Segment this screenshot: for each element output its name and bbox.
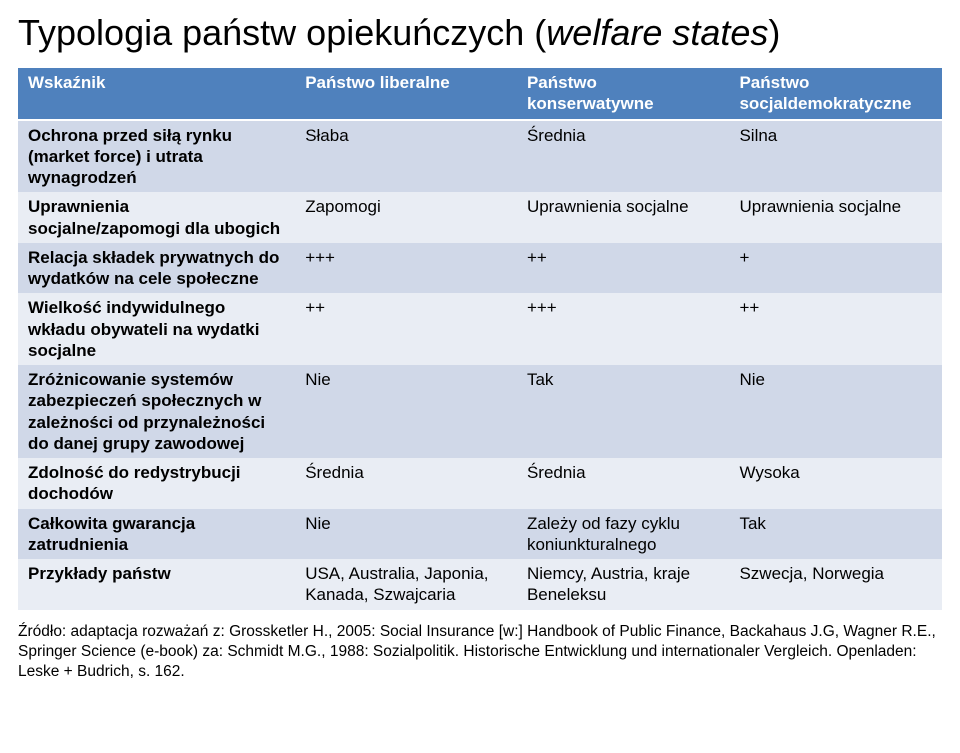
cell: Niemcy, Austria, kraje Beneleksu bbox=[517, 559, 730, 610]
cell: ++ bbox=[295, 293, 517, 365]
table-header-row: Wskaźnik Państwo liberalne Państwo konse… bbox=[18, 68, 942, 120]
col-header: Wskaźnik bbox=[18, 68, 295, 120]
title-text-italic: welfare states bbox=[546, 12, 768, 53]
table-row: Ochrona przed siłą rynku (market force) … bbox=[18, 120, 942, 193]
welfare-typology-table: Wskaźnik Państwo liberalne Państwo konse… bbox=[18, 68, 942, 610]
cell: Nie bbox=[729, 365, 942, 458]
title-text-plain: Typologia państw opiekuńczych ( bbox=[18, 12, 546, 53]
table-row: Całkowita gwarancja zatrudnienia Nie Zal… bbox=[18, 509, 942, 560]
page-title: Typologia państw opiekuńczych (welfare s… bbox=[18, 12, 942, 54]
table-row: Relacja składek prywatnych do wydatków n… bbox=[18, 243, 942, 294]
cell: Zależy od fazy cyklu koniunkturalnego bbox=[517, 509, 730, 560]
cell: Tak bbox=[729, 509, 942, 560]
cell: Tak bbox=[517, 365, 730, 458]
table-row: Zróżnicowanie systemów zabezpieczeń społ… bbox=[18, 365, 942, 458]
cell: ++ bbox=[517, 243, 730, 294]
row-label: Zdolność do redystrybucji dochodów bbox=[18, 458, 295, 509]
cell: Nie bbox=[295, 365, 517, 458]
cell: + bbox=[729, 243, 942, 294]
col-header: Państwo socjaldemokratyczne bbox=[729, 68, 942, 120]
row-label: Wielkość indywidulnego wkładu obywateli … bbox=[18, 293, 295, 365]
cell: Średnia bbox=[295, 458, 517, 509]
cell: USA, Australia, Japonia, Kanada, Szwajca… bbox=[295, 559, 517, 610]
cell: Średnia bbox=[517, 458, 730, 509]
cell: Średnia bbox=[517, 120, 730, 193]
row-label: Zróżnicowanie systemów zabezpieczeń społ… bbox=[18, 365, 295, 458]
cell: Szwecja, Norwegia bbox=[729, 559, 942, 610]
row-label: Przykłady państw bbox=[18, 559, 295, 610]
row-label: Relacja składek prywatnych do wydatków n… bbox=[18, 243, 295, 294]
cell: Słaba bbox=[295, 120, 517, 193]
row-label: Całkowita gwarancja zatrudnienia bbox=[18, 509, 295, 560]
row-label: Uprawnienia socjalne/zapomogi dla ubogic… bbox=[18, 192, 295, 243]
col-header: Państwo konserwatywne bbox=[517, 68, 730, 120]
table-row: Zdolność do redystrybucji dochodów Średn… bbox=[18, 458, 942, 509]
table-row: Przykłady państw USA, Australia, Japonia… bbox=[18, 559, 942, 610]
cell: Uprawnienia socjalne bbox=[729, 192, 942, 243]
cell: ++ bbox=[729, 293, 942, 365]
cell: Uprawnienia socjalne bbox=[517, 192, 730, 243]
cell: Zapomogi bbox=[295, 192, 517, 243]
table-row: Wielkość indywidulnego wkładu obywateli … bbox=[18, 293, 942, 365]
cell: Nie bbox=[295, 509, 517, 560]
source-footnote: Źródło: adaptacja rozważań z: Grossketle… bbox=[18, 622, 942, 682]
title-text-tail: ) bbox=[768, 12, 780, 53]
table-row: Uprawnienia socjalne/zapomogi dla ubogic… bbox=[18, 192, 942, 243]
row-label: Ochrona przed siłą rynku (market force) … bbox=[18, 120, 295, 193]
cell: Wysoka bbox=[729, 458, 942, 509]
cell: +++ bbox=[295, 243, 517, 294]
col-header: Państwo liberalne bbox=[295, 68, 517, 120]
cell: Silna bbox=[729, 120, 942, 193]
cell: +++ bbox=[517, 293, 730, 365]
